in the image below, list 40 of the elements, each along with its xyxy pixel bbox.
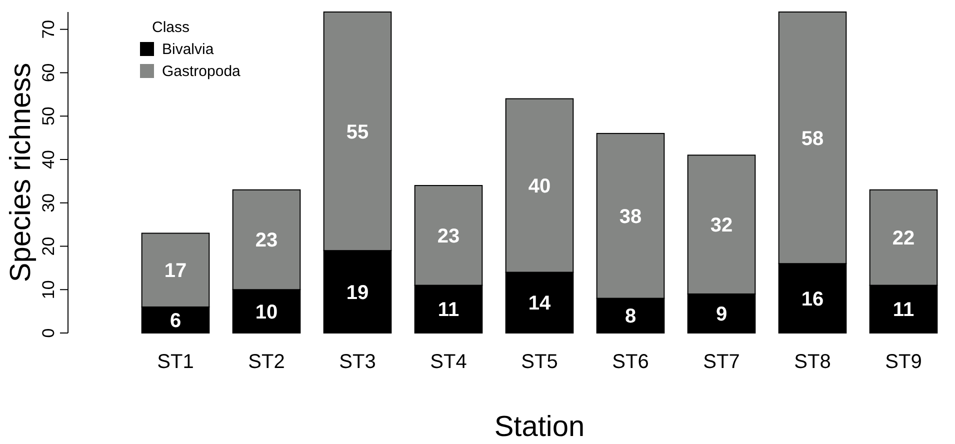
- x-tick-label: ST3: [339, 351, 376, 373]
- data-label: 10: [255, 301, 278, 324]
- x-tick-label: ST7: [703, 351, 740, 373]
- data-label: 55: [346, 121, 369, 144]
- y-tick-label: 10: [39, 280, 58, 300]
- data-label: 19: [346, 282, 369, 304]
- y-tick-label: 40: [39, 150, 58, 169]
- y-tick-label: 60: [39, 63, 58, 82]
- data-label: 23: [255, 230, 278, 252]
- y-axis-title: Species richness: [5, 62, 37, 282]
- data-label: 11: [892, 299, 914, 322]
- data-label: 23: [437, 225, 460, 248]
- y-tick-label: 50: [39, 106, 58, 126]
- data-label: 22: [892, 228, 915, 250]
- x-tick-label: ST6: [612, 351, 649, 373]
- data-label: 11: [438, 299, 460, 322]
- x-tick-label: ST5: [521, 351, 558, 373]
- y-tick-label: 20: [39, 236, 58, 256]
- x-tick-label: ST4: [430, 351, 467, 373]
- x-tick-label: ST2: [248, 351, 285, 373]
- y-tick-label: 30: [39, 193, 58, 212]
- x-axis-title: Station: [494, 411, 585, 443]
- x-tick-label: ST8: [794, 351, 831, 373]
- data-label: 14: [528, 292, 552, 315]
- x-tick-label: ST1: [157, 351, 194, 373]
- data-label: 9: [716, 303, 728, 326]
- y-tick-label: 70: [39, 20, 58, 39]
- legend-label: Gastropoda: [162, 63, 242, 80]
- x-tick-label: ST9: [885, 351, 922, 373]
- legend-title: Class: [152, 19, 190, 36]
- data-label: 38: [619, 206, 642, 228]
- data-label: 40: [528, 176, 551, 198]
- data-label: 16: [801, 288, 824, 310]
- y-tick-label: 0: [39, 328, 58, 338]
- data-label: 6: [170, 310, 182, 332]
- data-label: 8: [624, 306, 636, 328]
- data-label: 32: [710, 214, 733, 237]
- legend-label: Bivalvia: [162, 41, 214, 58]
- data-label: 17: [164, 260, 187, 282]
- data-label: 58: [801, 128, 824, 150]
